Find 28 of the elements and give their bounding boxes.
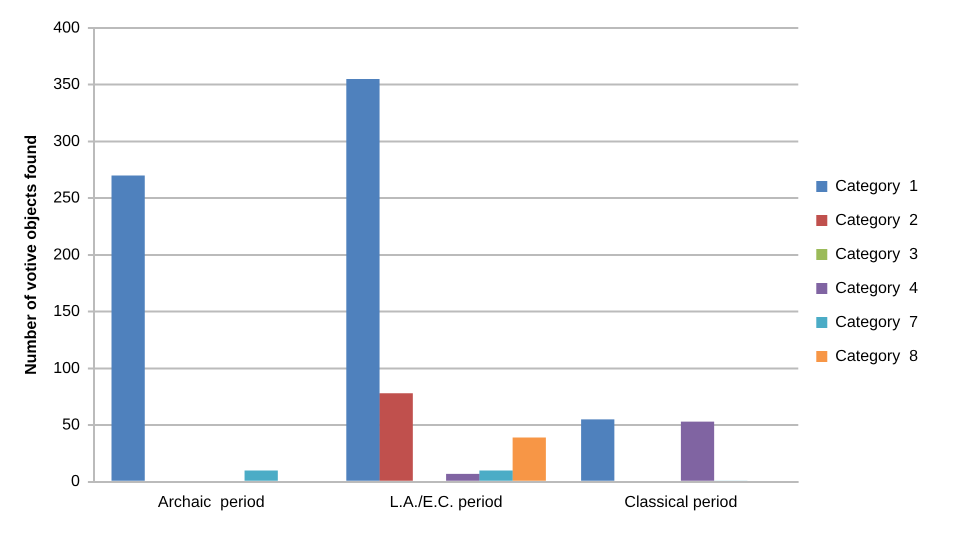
legend-label: Category 8 bbox=[835, 348, 918, 365]
y-tick-label: 200 bbox=[53, 246, 80, 264]
legend-label: Category 3 bbox=[835, 246, 918, 263]
y-tick-label: 50 bbox=[62, 416, 80, 434]
legend-label: Category 7 bbox=[835, 314, 918, 331]
x-tick-label: Archaic period bbox=[158, 494, 265, 511]
y-tick-label: 250 bbox=[53, 190, 80, 207]
bar bbox=[479, 470, 513, 481]
y-axis-title: Number of votive objects found bbox=[23, 134, 40, 375]
x-tick-label: Classical period bbox=[624, 494, 738, 511]
bar bbox=[346, 79, 380, 481]
bar bbox=[446, 474, 480, 481]
x-tick-label: L.A./E.C. period bbox=[390, 494, 503, 511]
bar bbox=[112, 175, 145, 481]
y-tick-label: 0 bbox=[70, 473, 80, 490]
legend-label: Category 2 bbox=[835, 212, 918, 229]
y-tick-label: 150 bbox=[53, 303, 80, 320]
y-tick-label: 300 bbox=[53, 132, 80, 150]
bar bbox=[680, 422, 714, 481]
legend-label: Category 4 bbox=[835, 280, 918, 297]
y-tick-label: 100 bbox=[53, 360, 80, 377]
y-tick-label: 350 bbox=[53, 76, 80, 94]
bar bbox=[512, 438, 546, 481]
bar bbox=[244, 470, 278, 481]
y-tick-label: 400 bbox=[53, 19, 80, 36]
bar bbox=[380, 393, 413, 481]
legend-label: Category 1 bbox=[835, 178, 918, 195]
bar bbox=[581, 419, 614, 481]
